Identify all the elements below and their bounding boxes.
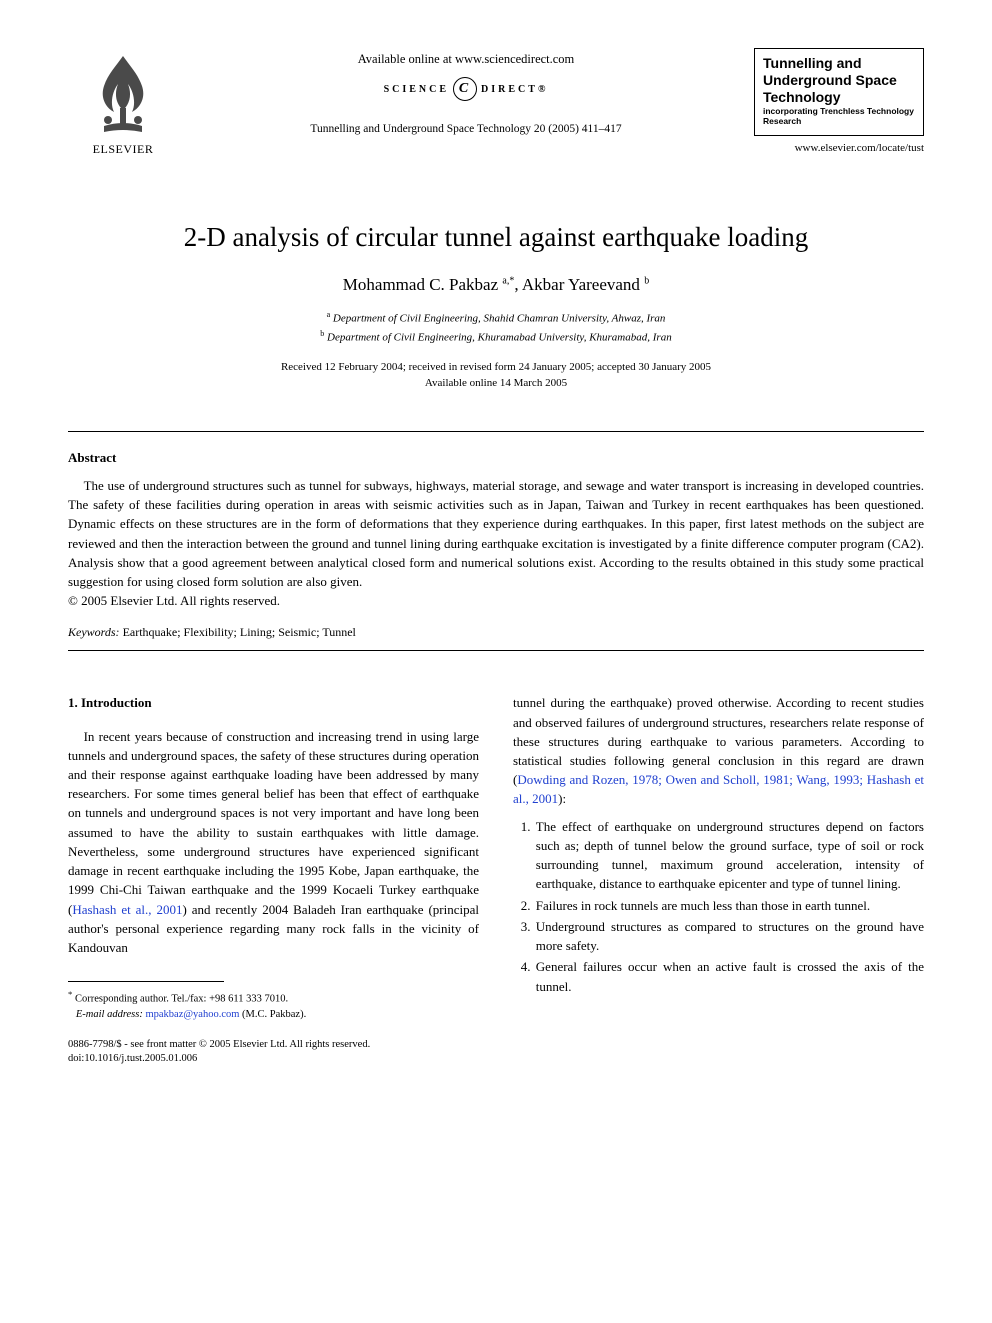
citation-multi[interactable]: Dowding and Rozen, 1978; Owen and Scholl… [513,772,924,806]
intro-paragraph-left: In recent years because of construction … [68,727,479,958]
intro-paragraph-right: tunnel during the earthquake) proved oth… [513,693,924,808]
list-item: Underground structures as compared to st… [534,917,924,955]
list-item: General failures occur when an active fa… [534,957,924,995]
affiliation-a: a Department of Civil Engineering, Shahi… [68,309,924,328]
section-1-heading: 1. Introduction [68,693,479,712]
email-tail: (M.C. Pakbaz). [239,1009,306,1020]
article-dates: Received 12 February 2004; received in r… [68,360,924,391]
journal-box-wrapper: Tunnelling and Underground Space Technol… [754,48,924,194]
affiliation-b: b Department of Civil Engineering, Khura… [68,328,924,347]
elsevier-tree-icon [84,48,162,138]
abstract-body: The use of underground structures such a… [68,476,924,591]
abstract-heading: Abstract [68,450,924,466]
rule-top [68,431,924,432]
doi-line-2: doi:10.1016/j.tust.2005.01.006 [68,1052,479,1066]
author-2-sup: b [644,275,649,286]
intro-right-b: ): [558,791,566,806]
available-online-text: Available online at www.sciencedirect.co… [178,52,754,67]
journal-box-subtitle: incorporating Trenchless Technology Rese… [763,107,915,127]
keywords-text: Earthquake; Flexibility; Lining; Seismic… [120,625,356,639]
journal-cover-box: Tunnelling and Underground Space Technol… [754,48,924,136]
conclusion-list: The effect of earthquake on underground … [513,817,924,996]
keywords-line: Keywords: Earthquake; Flexibility; Linin… [68,625,924,640]
list-item: The effect of earthquake on underground … [534,817,924,894]
doi-line-1: 0886-7798/$ - see front matter © 2005 El… [68,1038,479,1052]
footnote-line-2: E-mail address: mpakbaz@yahoo.com (M.C. … [68,1008,479,1023]
publisher-label: ELSEVIER [93,142,154,157]
author-2: Akbar Yareevand [522,275,640,294]
corresponding-footnote: * Corresponding author. Tel./fax: +98 61… [68,988,479,1022]
locate-url[interactable]: www.elsevier.com/locate/tust [754,142,924,154]
email-label: E-mail address: [76,1009,143,1020]
author-line: Mohammad C. Pakbaz a,*, Akbar Yareevand … [68,275,924,295]
email-link[interactable]: mpakbaz@yahoo.com [143,1009,240,1020]
journal-reference: Tunnelling and Underground Space Technol… [178,123,754,135]
citation-hashash-2001[interactable]: Hashash et al., 2001 [72,902,182,917]
sciencedirect-logo: SCIENCE DIRECT® [384,77,549,101]
sd-text-right: DIRECT® [481,84,548,95]
author-sep: , [514,275,522,294]
header-center: Available online at www.sciencedirect.co… [178,48,754,135]
corr-text: Corresponding author. Tel./fax: +98 611 … [72,994,288,1005]
affil-b-text: Department of Civil Engineering, Khurama… [324,331,671,343]
footnote-line-1: * Corresponding author. Tel./fax: +98 61… [68,988,479,1007]
dates-line-1: Received 12 February 2004; received in r… [68,360,924,375]
dates-line-2: Available online 14 March 2005 [68,376,924,391]
sd-circle-icon [453,77,477,101]
author-1-sup: a,* [502,275,514,286]
page-header: ELSEVIER Available online at www.science… [68,48,924,194]
body-columns: 1. Introduction In recent years because … [68,693,924,1066]
column-left: 1. Introduction In recent years because … [68,693,479,1066]
affil-a-text: Department of Civil Engineering, Shahid … [330,313,665,325]
list-item: Failures in rock tunnels are much less t… [534,896,924,915]
author-1: Mohammad C. Pakbaz [343,275,498,294]
footnote-rule [68,981,224,982]
keywords-label: Keywords: [68,625,120,639]
journal-box-title: Tunnelling and Underground Space Technol… [763,55,915,105]
sd-text-left: SCIENCE [384,84,449,95]
affiliations: a Department of Civil Engineering, Shahi… [68,309,924,346]
paper-title: 2-D analysis of circular tunnel against … [68,222,924,253]
abstract-copyright: © 2005 Elsevier Ltd. All rights reserved… [68,593,924,609]
rule-bottom [68,650,924,651]
doi-block: 0886-7798/$ - see front matter © 2005 El… [68,1038,479,1066]
publisher-logo-block: ELSEVIER [68,48,178,157]
column-right: tunnel during the earthquake) proved oth… [513,693,924,1066]
intro-p1a: In recent years because of construction … [68,729,479,917]
